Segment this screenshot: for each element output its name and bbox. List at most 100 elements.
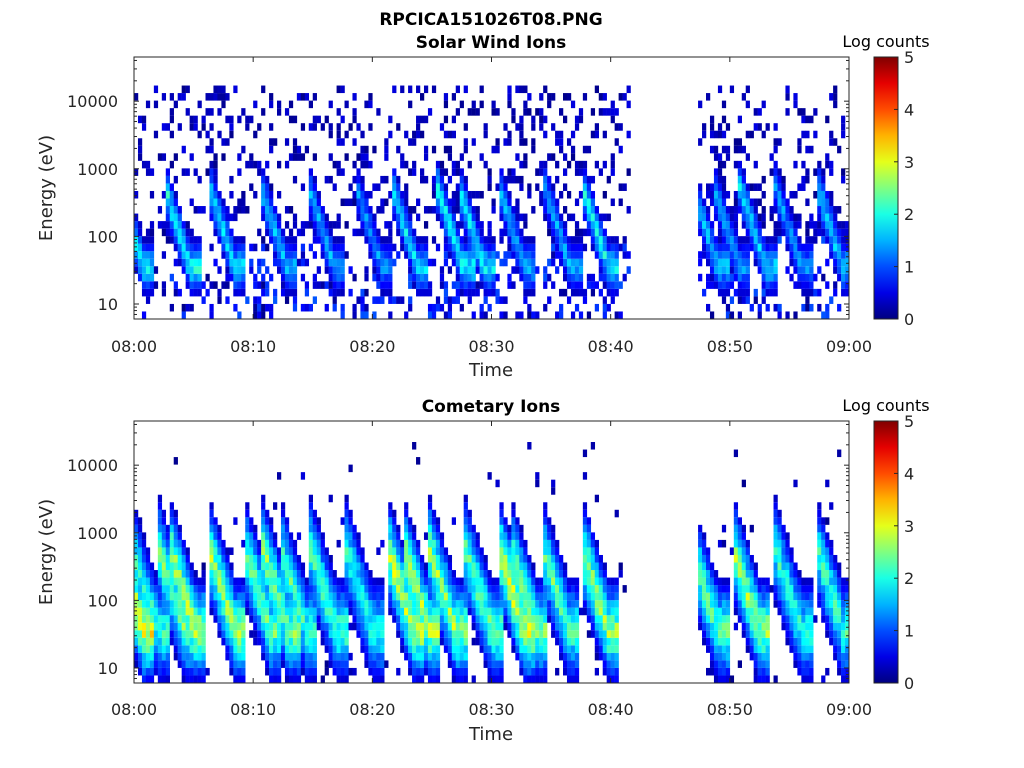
spectrogram-cell [153, 281, 159, 289]
spectrogram-cell [277, 660, 282, 668]
spectrogram-cell [328, 281, 333, 289]
spectrogram-cell [300, 93, 306, 101]
spectrogram-cell [765, 652, 770, 661]
spectrogram-cell [185, 622, 190, 631]
spectrogram-cell [277, 472, 282, 480]
spectrogram-cell [340, 273, 345, 282]
spectrogram-cell [570, 213, 576, 222]
spectrogram-cell [741, 524, 746, 533]
spectrogram-cell [590, 213, 596, 222]
spectrogram-cell [598, 585, 603, 593]
spectrogram-cell [447, 652, 453, 661]
spectrogram-cell [173, 288, 178, 297]
spectrogram-cell [269, 570, 274, 578]
spectrogram-cell [566, 577, 572, 586]
spectrogram-cell [265, 645, 270, 653]
spectrogram-cell [157, 517, 163, 525]
spectrogram-cell [169, 115, 174, 124]
spectrogram-cell [161, 585, 167, 593]
spectrogram-cell [475, 607, 480, 616]
spectrogram-cell [455, 221, 460, 229]
spectrogram-cell [757, 183, 762, 191]
spectrogram-cell [801, 622, 806, 631]
spectrogram-cell [487, 660, 492, 668]
spectrogram-cell [713, 183, 719, 191]
spectrogram-cell [733, 577, 739, 586]
spectrogram-cell [773, 138, 778, 146]
spectrogram-cell [483, 600, 488, 608]
spectrogram-cell [773, 221, 778, 229]
spectrogram-cell [797, 600, 802, 608]
spectrogram-cell [769, 258, 774, 267]
spectrogram-cell [475, 554, 480, 563]
spectrogram-cell [841, 637, 846, 646]
spectrogram-cell [376, 615, 381, 623]
spectrogram-cell [280, 251, 286, 259]
spectrogram-cell [265, 517, 270, 525]
spectrogram-cell [563, 236, 568, 244]
spectrogram-cell [404, 243, 409, 252]
spectrogram-cell [257, 296, 262, 304]
spectrogram-cell [805, 130, 810, 139]
spectrogram-cell [416, 130, 421, 139]
spectrogram-cell [594, 281, 599, 289]
spectrogram-cell [185, 592, 190, 601]
spectrogram-cell [225, 228, 230, 237]
spectrogram-cell [451, 637, 456, 646]
spectrogram-cell [602, 93, 607, 101]
spectrogram-cell [845, 251, 850, 259]
spectrogram-cell [626, 168, 631, 176]
spectrogram-cell [825, 585, 830, 593]
spectrogram-cell [336, 539, 341, 548]
spectrogram-cell [455, 183, 460, 191]
spectrogram-cell [551, 153, 556, 161]
spectrogram-cell [793, 630, 798, 638]
spectrogram-cell [348, 524, 353, 533]
spectrogram-cell [733, 524, 739, 533]
spectrogram-cell [388, 600, 393, 608]
spectrogram-cell [352, 554, 357, 563]
spectrogram-cell [292, 547, 298, 555]
spectrogram-cell [161, 547, 167, 555]
spectrogram-cell [463, 273, 468, 282]
spectrogram-cell [499, 539, 504, 548]
spectrogram-cell [137, 532, 143, 540]
spectrogram-cell [769, 153, 774, 161]
spectrogram-cell [280, 288, 286, 297]
spectrogram-cell [590, 577, 596, 586]
spectrogram-cell [527, 585, 532, 593]
spectrogram-cell [709, 311, 715, 319]
spectrogram-cell [161, 600, 167, 608]
spectrogram-cell [527, 108, 532, 116]
spectrogram-cell [328, 153, 333, 161]
spectrogram-cell [269, 524, 274, 533]
spectrogram-cell [273, 258, 278, 267]
spectrogram-cell [320, 251, 325, 259]
spectrogram-cell [594, 243, 599, 252]
spectrogram-cell [443, 288, 449, 297]
spectrogram-cell [733, 532, 739, 540]
spectrogram-cell [821, 206, 826, 214]
spectrogram-cell [241, 667, 246, 676]
spectrogram-cell [217, 266, 222, 274]
spectrogram-cell [439, 303, 445, 312]
spectrogram-cell [185, 600, 190, 608]
spectrogram-cell [376, 585, 381, 593]
spectrogram-cell [459, 258, 464, 267]
spectrogram-cell [308, 577, 313, 586]
spectrogram-cell [737, 547, 742, 555]
spectrogram-cell [753, 600, 758, 608]
spectrogram-cell [412, 130, 417, 139]
spectrogram-cell [412, 251, 417, 259]
spectrogram-cell [559, 562, 564, 571]
spectrogram-cell [217, 296, 222, 304]
spectrogram-cell [261, 288, 266, 297]
spectrogram-cell [777, 517, 782, 525]
spectrogram-cell [717, 630, 723, 638]
spectrogram-cell [261, 183, 266, 191]
spectrogram-cell [412, 539, 417, 548]
spectrogram-cell [392, 175, 397, 184]
spectrogram-cell [578, 160, 584, 169]
spectrogram-cell [312, 667, 317, 676]
spectrogram-cell [709, 585, 715, 593]
